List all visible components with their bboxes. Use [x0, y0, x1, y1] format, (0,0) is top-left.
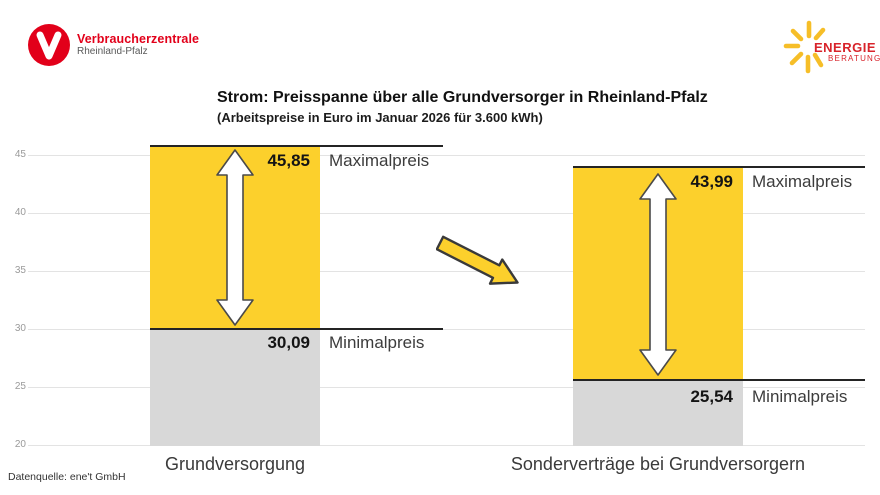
energie-label: ENERGIE	[814, 40, 877, 55]
range-double-arrow-icon	[216, 149, 254, 326]
vz-circle-v-icon	[28, 24, 70, 66]
vz-brand-name: Verbraucherzentrale	[77, 32, 200, 47]
max-price-line	[150, 145, 443, 147]
min-price-line	[573, 379, 865, 381]
ytick-35: 35	[14, 265, 26, 276]
max-label: Maximalpreis	[752, 172, 853, 191]
beratung-label: BERATUNG	[828, 54, 880, 63]
below-min-bar	[150, 329, 320, 446]
min-price-line	[150, 328, 443, 330]
v-letter-icon	[36, 31, 62, 60]
max-value: 45,85	[267, 151, 310, 170]
gridline-25	[28, 387, 865, 388]
min-value: 30,09	[267, 333, 310, 352]
category-label: Grundversorgung	[164, 454, 306, 474]
chart-title: Strom: Preisspanne über alle Grundversor…	[217, 89, 708, 106]
vz-logo-text: Verbraucherzentrale Rheinland-Pfalz	[77, 32, 199, 58]
min-label: Minimalpreis	[329, 333, 425, 352]
min-label: Minimalpreis	[752, 387, 848, 406]
gridline-20	[28, 445, 865, 446]
energieberatung-logo: ENERGIE BERATUNG	[782, 16, 880, 78]
sunburst-icon	[783, 20, 826, 74]
chart-subtitle: (Arbeitspreise in Euro im Januar 2026 fü…	[217, 110, 543, 125]
max-label: Maximalpreis	[329, 151, 430, 170]
ytick-45: 45	[14, 149, 26, 160]
ytick-25: 25	[14, 381, 26, 392]
ytick-40: 40	[14, 207, 26, 218]
ytick-30: 30	[14, 323, 26, 334]
max-value: 43,99	[690, 172, 733, 191]
min-value: 25,54	[690, 387, 733, 406]
transition-arrow-icon	[436, 235, 519, 285]
verbraucherzentrale-logo: Verbraucherzentrale Rheinland-Pfalz	[28, 24, 199, 66]
category-label: Sonderverträge bei Grundversorgern	[510, 454, 806, 474]
gridline-35	[28, 271, 865, 272]
gridline-40	[28, 213, 865, 214]
gridline-45	[28, 155, 865, 156]
vz-region-name: Rheinland-Pfalz	[77, 46, 148, 58]
below-min-bar	[573, 380, 743, 446]
title-block: Strom: Preisspanne über alle Grundversor…	[217, 89, 708, 125]
data-source: Datenquelle: ene't GmbH	[8, 471, 126, 483]
max-price-line	[573, 166, 865, 168]
gridline-30	[28, 329, 865, 330]
range-double-arrow-icon	[639, 173, 677, 376]
ytick-20: 20	[14, 439, 26, 450]
